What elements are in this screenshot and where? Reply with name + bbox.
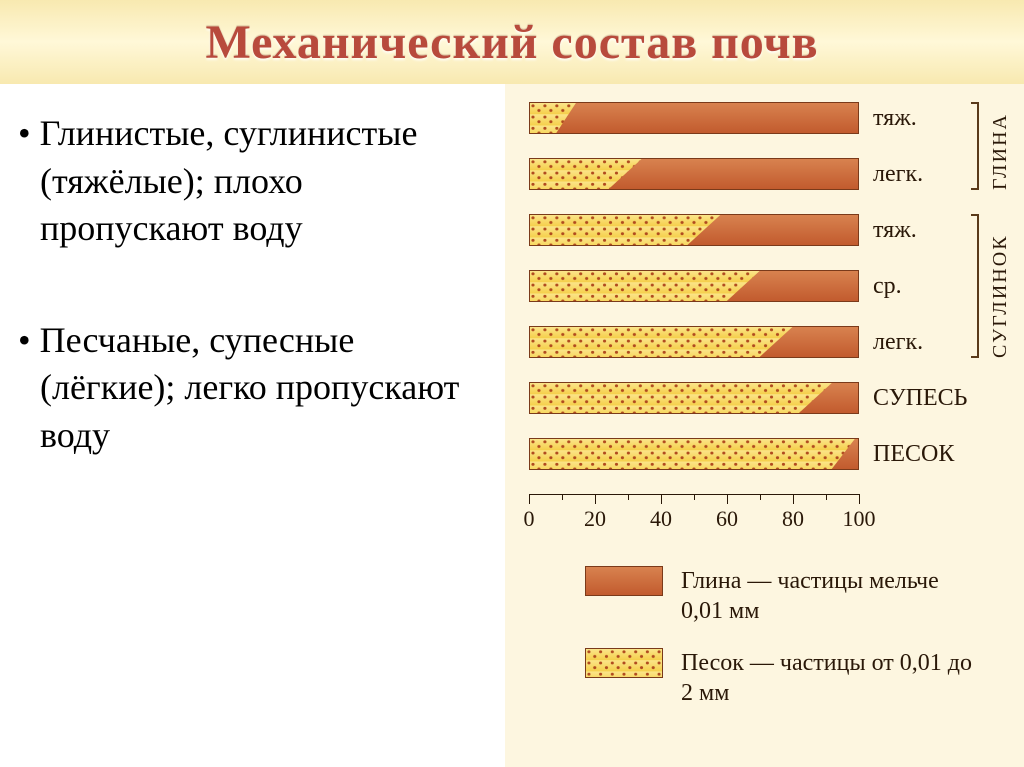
group-bracket [971,102,979,190]
bar-label: СУПЕСЬ [873,382,967,414]
soil-bar [529,382,859,414]
group-label: ГЛИНА [989,102,1012,190]
soil-bar [529,102,859,134]
soil-bar [529,158,859,190]
page-title: Механический состав почв [205,15,818,70]
bullet-item: Глинистые, суглинистые (тяжёлые); плохо … [40,110,487,253]
axis-tick-label: 60 [716,506,738,532]
legend-row: Глина — частицы мельче 0,01 мм [585,566,1024,626]
bar-label: тяж. [873,214,917,246]
chart-panel: тяж. легк. [505,84,1024,767]
bar-row: тяж. [529,102,1024,134]
legend: Глина — частицы мельче 0,01 мм Песок — ч… [585,566,1024,708]
bar-label: тяж. [873,102,917,134]
header-band: Механический состав почв [0,0,1024,84]
axis-tick-label: 100 [843,506,876,532]
axis-tick-label: 20 [584,506,606,532]
bar-row: легк. [529,326,1024,358]
soil-bar [529,438,859,470]
bar-row: ПЕСОК [529,438,1024,470]
bar-row: тяж. [529,214,1024,246]
clay-swatch-icon [585,566,663,596]
bullet-item: Песчаные, супесные (лёгкие); легко пропу… [40,317,487,460]
soil-bar [529,326,859,358]
legend-text: Глина — частицы мельче 0,01 мм [681,566,981,626]
soil-bar [529,214,859,246]
legend-row: Песок — частицы от 0,01 до 2 мм [585,648,1024,708]
bar-row: СУПЕСЬ [529,382,1024,414]
group-label: СУГЛИНОК [989,214,1012,358]
soil-bar [529,270,859,302]
bar-label: легк. [873,158,923,190]
soil-composition-chart: тяж. легк. [505,102,1024,470]
content: Глинистые, суглинистые (тяжёлые); плохо … [0,84,1024,767]
axis-tick-label: 40 [650,506,672,532]
axis-scale: 020406080100 [529,494,859,538]
group-bracket [971,214,979,358]
bar-row: ср. [529,270,1024,302]
bar-row: легк. [529,158,1024,190]
axis-tick-label: 80 [782,506,804,532]
sand-swatch-icon [585,648,663,678]
legend-text: Песок — частицы от 0,01 до 2 мм [681,648,981,708]
bar-label: ср. [873,270,902,302]
axis-tick-label: 0 [524,506,535,532]
bar-label: легк. [873,326,923,358]
bar-label: ПЕСОК [873,438,954,470]
left-text-panel: Глинистые, суглинистые (тяжёлые); плохо … [0,84,505,767]
